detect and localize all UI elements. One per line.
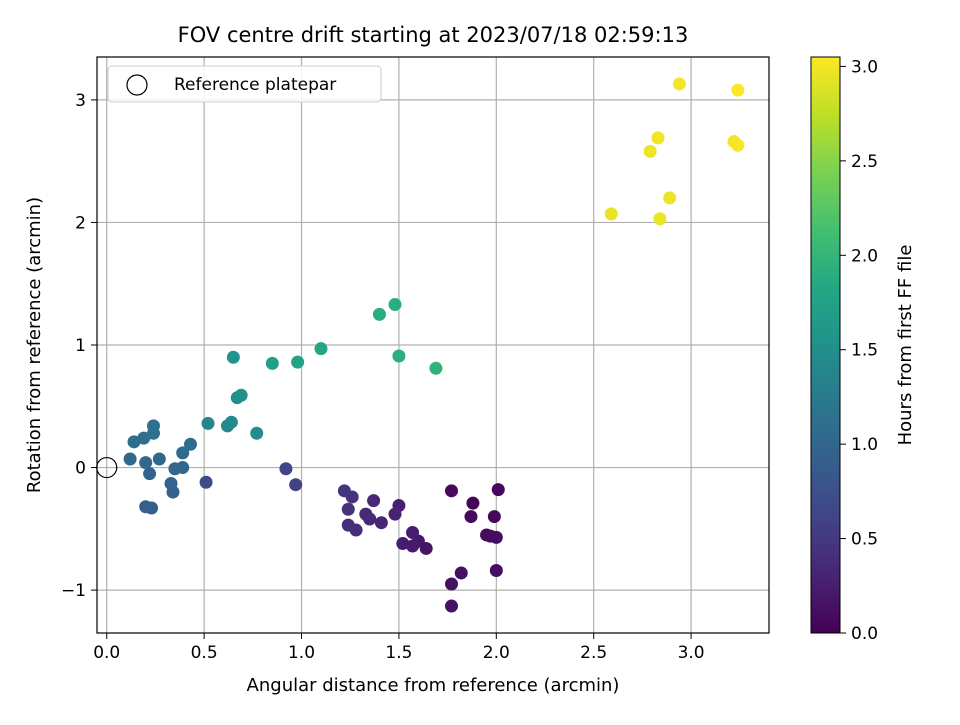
data-point <box>367 494 381 508</box>
data-point <box>176 446 190 460</box>
chart-title: FOV centre drift starting at 2023/07/18 … <box>178 23 689 47</box>
data-point <box>651 131 665 145</box>
colorbar-tick-label: 1.5 <box>851 341 878 361</box>
colorbar-tick-label: 0.5 <box>851 530 878 550</box>
data-point <box>374 516 388 530</box>
data-point <box>183 437 197 451</box>
data-point <box>224 415 238 429</box>
data-point <box>643 144 657 158</box>
data-point <box>406 539 420 553</box>
legend-entry-label: Reference platepar <box>174 75 336 95</box>
data-point <box>396 537 410 551</box>
y-axis-ticks: −1 0 1 2 3 <box>61 91 97 601</box>
x-tick-label: 2.0 <box>483 643 510 663</box>
data-point <box>445 484 459 498</box>
data-point <box>445 599 459 613</box>
data-point <box>123 452 137 466</box>
data-point <box>145 501 159 515</box>
legend-hollow-circle-icon <box>126 74 148 96</box>
colorbar-tick-label: 3.0 <box>851 57 878 77</box>
x-axis-ticks: 0.0 0.5 1.0 1.5 2.0 2.5 3.0 <box>93 633 705 663</box>
y-tick-label: −1 <box>61 581 86 601</box>
data-point <box>341 518 355 532</box>
data-point <box>341 502 355 516</box>
data-points <box>123 77 745 613</box>
data-point <box>279 462 293 476</box>
legend-box <box>107 65 382 103</box>
data-point <box>388 507 402 521</box>
x-tick-label: 1.5 <box>385 643 412 663</box>
data-point <box>265 356 279 370</box>
data-point <box>139 456 153 470</box>
colorbar-tick-label: 2.0 <box>851 246 878 266</box>
colorbar-ticks: 0.0 0.5 1.0 1.5 2.0 2.5 3.0 <box>840 57 878 644</box>
data-point <box>250 426 264 440</box>
data-point <box>487 510 501 524</box>
y-tick-label: 0 <box>75 459 86 479</box>
data-point <box>388 298 402 312</box>
data-point <box>314 342 328 356</box>
x-tick-label: 3.0 <box>678 643 705 663</box>
y-tick-label: 1 <box>75 336 86 356</box>
data-point <box>201 416 215 430</box>
data-point <box>466 496 480 510</box>
x-tick-label: 2.5 <box>580 643 607 663</box>
data-point <box>392 349 406 363</box>
colorbar-tick-label: 1.0 <box>851 435 878 455</box>
data-point <box>653 212 667 226</box>
y-tick-label: 3 <box>75 91 86 111</box>
data-point <box>337 484 351 498</box>
data-point <box>663 191 677 205</box>
data-point <box>146 419 160 433</box>
x-tick-label: 0.5 <box>191 643 218 663</box>
data-point <box>164 476 178 490</box>
y-axis-label: Rotation from reference (arcmin) <box>24 197 45 493</box>
legend: Reference platepar <box>107 65 382 103</box>
colorbar-tick-label: 2.5 <box>851 152 878 172</box>
data-point <box>143 467 157 481</box>
data-point <box>464 510 478 524</box>
data-point <box>406 526 420 540</box>
data-point <box>731 138 745 152</box>
data-point <box>491 483 505 497</box>
data-point <box>454 566 468 580</box>
colorbar-tick-label: 0.0 <box>851 624 878 644</box>
colorbar-frame <box>810 56 841 634</box>
colorbar-label: Hours from first FF file <box>895 245 916 446</box>
colorbar: 0.0 0.5 1.0 1.5 2.0 2.5 3.0 Hours from first F… <box>810 56 916 644</box>
data-point <box>152 452 166 466</box>
data-point <box>291 355 305 369</box>
x-axis-label: Angular distance from reference (arcmin) <box>247 675 620 696</box>
data-point <box>372 307 386 321</box>
data-point <box>137 431 151 445</box>
data-point <box>127 435 141 449</box>
data-point <box>199 475 213 489</box>
data-point <box>489 530 503 544</box>
data-point <box>176 461 190 475</box>
data-point <box>429 361 443 375</box>
data-point <box>604 207 618 221</box>
data-point <box>489 563 503 577</box>
data-point <box>445 577 459 591</box>
data-point <box>359 507 373 521</box>
x-tick-label: 1.0 <box>288 643 315 663</box>
colorbar-gradient <box>811 57 840 633</box>
data-point <box>289 478 303 492</box>
data-point <box>731 83 745 97</box>
data-point <box>226 350 240 364</box>
data-point <box>234 388 248 402</box>
grid <box>97 57 769 633</box>
data-point <box>672 77 686 91</box>
y-tick-label: 2 <box>75 213 86 233</box>
x-tick-label: 0.0 <box>93 643 120 663</box>
